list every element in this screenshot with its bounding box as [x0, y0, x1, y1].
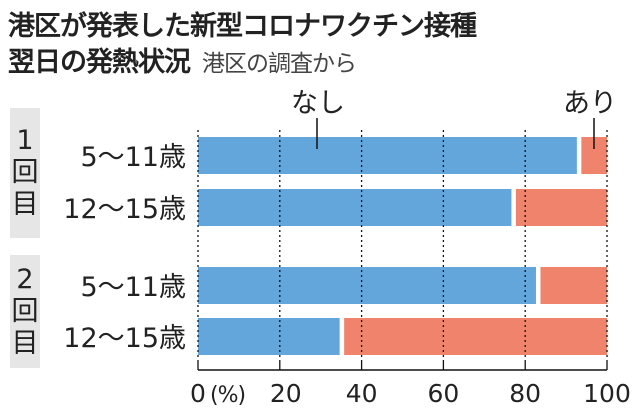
- tick-label: 20: [270, 379, 302, 408]
- bar-nashi: [198, 189, 512, 226]
- category-label: 12〜15歳: [63, 323, 186, 354]
- tick-label: 0: [190, 379, 206, 408]
- chart-subtitle: 翌日の発熱状況 港区の調査から: [8, 40, 357, 79]
- bar-nashi: [198, 267, 536, 304]
- group-2-label: 2 回 目: [10, 255, 40, 368]
- bar-ari: [344, 318, 607, 355]
- group-2-char: 目: [11, 327, 39, 359]
- tick-label: 100: [583, 379, 631, 408]
- group-1-char: 1: [16, 125, 34, 156]
- legend-nashi: なし: [291, 88, 345, 119]
- group-2-char: 回: [11, 295, 39, 327]
- bar-nashi: [198, 137, 577, 174]
- bar-nashi: [198, 318, 340, 355]
- group-2-char: 2: [16, 263, 34, 295]
- title-line-2: 翌日の発熱状況: [8, 47, 191, 78]
- category-label: 12〜15歳: [63, 194, 186, 225]
- bar-ari: [515, 189, 607, 226]
- group-1-char: 回: [11, 157, 39, 188]
- category-label: 5〜11歳: [80, 142, 186, 173]
- source-note: 港区の調査から: [202, 51, 357, 77]
- tick-label: 80: [509, 379, 541, 408]
- group-1-char: 目: [11, 189, 39, 220]
- tick-label: 60: [427, 379, 459, 408]
- chart-title: 港区が発表した新型コロナワクチン接種: [8, 11, 477, 42]
- legend-ari: あり: [563, 88, 617, 119]
- category-label: 5〜11歳: [80, 272, 186, 303]
- axis-unit: (%): [210, 383, 245, 408]
- group-1-label: 1 回 目: [10, 108, 40, 238]
- bar-ari: [540, 267, 607, 304]
- tick-label: 40: [346, 379, 378, 408]
